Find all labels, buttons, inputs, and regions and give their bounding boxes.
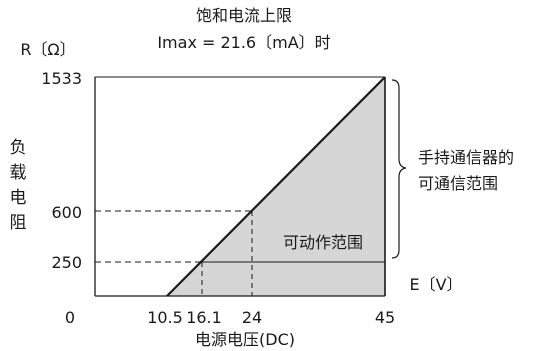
y-tick-600: 600 bbox=[51, 203, 82, 222]
x-axis-label: 电源电压(DC) bbox=[195, 330, 295, 349]
x-tick-45: 45 bbox=[375, 308, 395, 327]
x-tick-16-1: 16.1 bbox=[186, 308, 222, 327]
origin-label: 0 bbox=[65, 308, 75, 327]
title-line2: Imax = 21.6〔mA〕时 bbox=[157, 33, 330, 52]
x-axis-unit: E〔V〕 bbox=[409, 275, 462, 294]
y-label-char-1: 负 bbox=[10, 138, 27, 158]
y-label-char-4: 阻 bbox=[10, 213, 27, 233]
handheld-range-label-line1: 手持通信器的 bbox=[418, 148, 514, 167]
y-axis-unit: R〔Ω〕 bbox=[20, 40, 75, 59]
handheld-range-label-line2: 可通信范围 bbox=[418, 174, 498, 193]
x-tick-24: 24 bbox=[242, 308, 262, 327]
y-tick-250: 250 bbox=[51, 253, 82, 272]
diagonal-boundary-line bbox=[166, 76, 386, 297]
y-axis-label: 负 载 电 阻 bbox=[10, 138, 27, 233]
y-tick-1533: 1533 bbox=[41, 69, 82, 88]
communication-range-brace bbox=[391, 79, 407, 259]
title-line1: 饱和电流上限 bbox=[196, 6, 292, 25]
y-label-char-3: 电 bbox=[10, 188, 27, 208]
y-label-char-2: 载 bbox=[10, 163, 27, 183]
x-tick-10-5: 10.5 bbox=[147, 308, 183, 327]
operable-region-label: 可动作范围 bbox=[283, 233, 363, 252]
